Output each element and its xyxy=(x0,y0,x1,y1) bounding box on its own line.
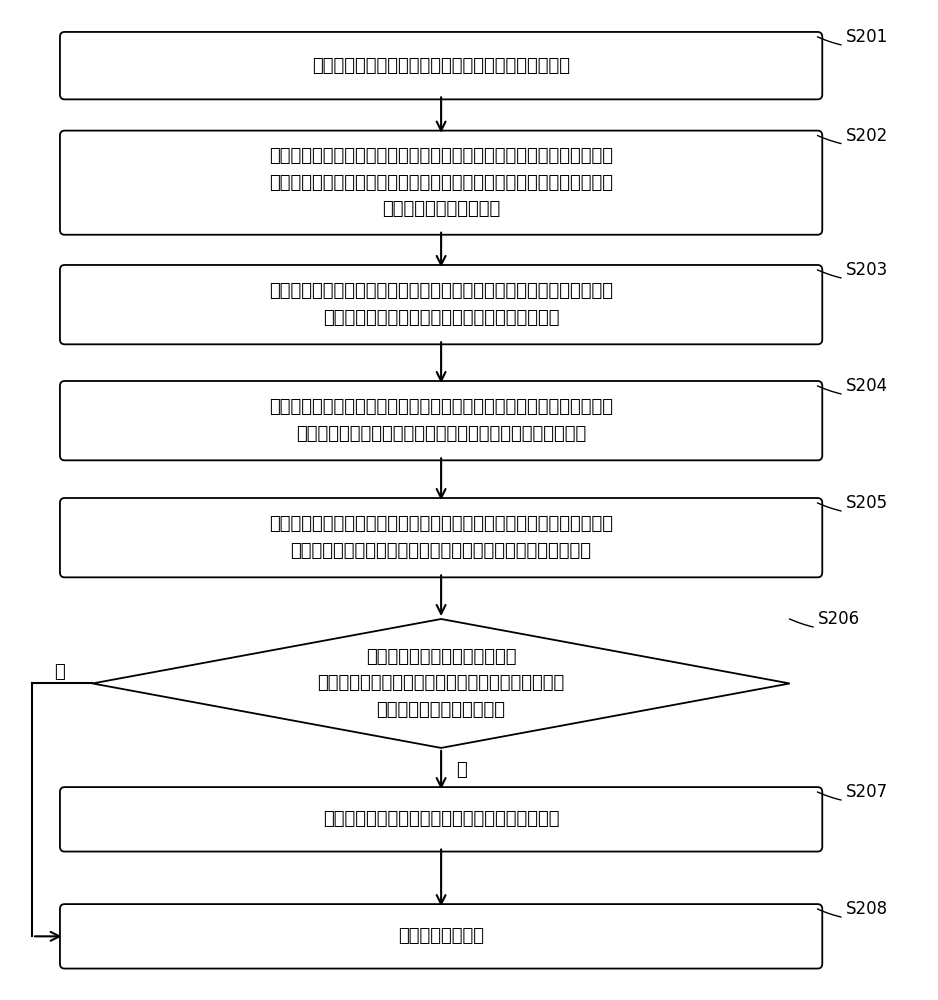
Text: 是: 是 xyxy=(456,761,467,779)
Text: S205: S205 xyxy=(845,494,887,512)
Polygon shape xyxy=(93,619,790,748)
Text: S208: S208 xyxy=(845,900,887,918)
FancyBboxPatch shape xyxy=(60,265,823,344)
Text: 当检测到应用缓存清除操作时，终端确定需要清除应用缓存的目标用户账
号和目标应用，该目标用户账号为非当前用户账号: 当检测到应用缓存清除操作时，终端确定需要清除应用缓存的目标用户账 号和目标应用，… xyxy=(269,282,613,327)
Text: S206: S206 xyxy=(818,610,860,628)
FancyBboxPatch shape xyxy=(60,131,823,235)
Text: 终端获取当前用户账号外的用户账号对应的用户标识号: 终端获取当前用户账号外的用户账号对应的用户标识号 xyxy=(312,57,570,75)
FancyBboxPatch shape xyxy=(60,787,823,852)
Text: S202: S202 xyxy=(845,127,887,145)
Text: 终端将该目标应用包名及该目标用户标识号作为运行参数，在只读存储器
中查找该目标应用的缓存，并将查找到的该目标应用的缓存清除: 终端将该目标应用包名及该目标用户标识号作为运行参数，在只读存储器 中查找该目标应… xyxy=(269,515,613,560)
FancyBboxPatch shape xyxy=(60,498,823,577)
Text: 终端将各用户标识号作为运行参数，获取与当前用户账号外的各用户账号
对应的应用管理列表，各应用管理列表中包含相应的用户账号对应的存储
空间中安装的应用的信息: 终端将各用户标识号作为运行参数，获取与当前用户账号外的各用户账号 对应的应用管理… xyxy=(269,147,613,218)
Text: 否: 否 xyxy=(54,663,66,681)
Text: 终端清除该扩展存储器中包含的该目标应用的缓存: 终端清除该扩展存储器中包含的该目标应用的缓存 xyxy=(323,810,559,828)
FancyBboxPatch shape xyxy=(60,904,823,969)
FancyBboxPatch shape xyxy=(60,381,823,460)
Text: 终端执行其它操作: 终端执行其它操作 xyxy=(398,927,484,945)
Text: S201: S201 xyxy=(845,28,887,46)
Text: S207: S207 xyxy=(845,783,887,801)
Text: 终端将该目标应用包名及该目标
用户标识号作为运行参数，检测终端的扩展存储器中
是否包含该目标应用的缓存: 终端将该目标应用包名及该目标 用户标识号作为运行参数，检测终端的扩展存储器中 是… xyxy=(317,648,565,719)
Text: S203: S203 xyxy=(845,261,887,279)
FancyBboxPatch shape xyxy=(60,32,823,99)
Text: S204: S204 xyxy=(845,377,887,395)
Text: 终端在与该目标用户账号对应的应用管理列表中，获取与该目标用户账号
对应的目标用户标识号，及与该目标应用对应的目标应用包名: 终端在与该目标用户账号对应的应用管理列表中，获取与该目标用户账号 对应的目标用户… xyxy=(269,398,613,443)
